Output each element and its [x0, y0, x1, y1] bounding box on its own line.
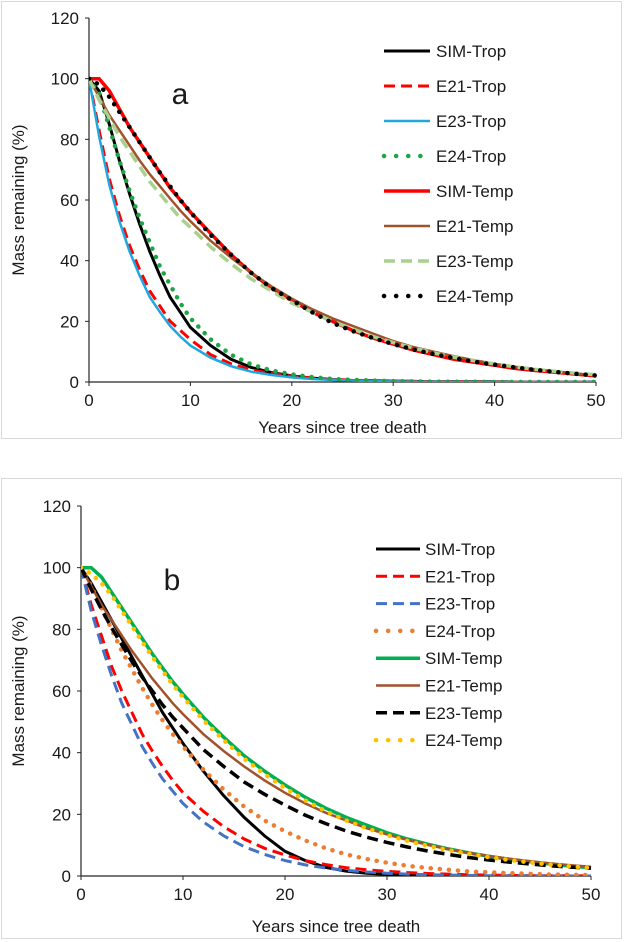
legend-label-sim-temp: SIM-Temp — [425, 649, 502, 668]
x-tick-label: 30 — [378, 885, 397, 904]
series-line-e21-trop — [89, 78, 596, 382]
x-tick-label: 20 — [276, 885, 295, 904]
y-tick-label: 40 — [52, 744, 71, 763]
x-tick-label: 40 — [485, 391, 504, 410]
y-tick-label: 80 — [52, 620, 71, 639]
y-tick-label: 80 — [60, 130, 79, 149]
legend-label-e23-trop: E23-Trop — [425, 595, 495, 614]
chart-b-svg: 0 20 40 60 80 100 120 0 10 20 30 40 50 Mass remaining… — [9, 497, 601, 936]
y-tick-label: 60 — [52, 682, 71, 701]
legend-label-e21-temp: E21-Temp — [436, 217, 513, 236]
y-tick-label: 60 — [60, 191, 79, 210]
x-axis-label: Years since tree death — [258, 418, 427, 437]
legend-label-e21-trop: E21-Trop — [436, 77, 506, 96]
y-tick-label: 20 — [60, 312, 79, 331]
x-tick-label: 0 — [76, 885, 85, 904]
chart-panel-a: 0 20 40 60 80 100 120 0 10 20 30 40 50 Mass remaining… — [1, 1, 622, 439]
legend-label-e23-trop: E23-Trop — [436, 112, 506, 131]
series-line-sim-temp — [81, 565, 592, 870]
x-tick-label: 10 — [181, 391, 200, 410]
legend-label-sim-temp: SIM-Temp — [436, 182, 513, 201]
legend-label-e24-temp: E24-Temp — [436, 287, 513, 306]
y-tick-label: 0 — [70, 373, 79, 392]
x-tick-label: 20 — [282, 391, 301, 410]
x-tick-label: 40 — [480, 885, 499, 904]
y-tick-label: 20 — [52, 805, 71, 824]
y-axis-label: Mass remaining (%) — [9, 615, 28, 766]
series-line-e21-temp — [89, 78, 597, 377]
series-line-sim-temp — [89, 76, 597, 378]
legend-label-sim-trop: SIM-Trop — [425, 540, 495, 559]
y-tick-label: 100 — [43, 559, 71, 578]
series-line-e24-trop — [89, 76, 599, 382]
series-line-e23-trop — [89, 78, 596, 382]
series-line-e24-temp — [81, 565, 594, 871]
series-line-e23-trop — [81, 567, 591, 876]
chart-a-svg: 0 20 40 60 80 100 120 0 10 20 30 40 50 Mass remaining… — [9, 9, 606, 437]
x-tick-label: 10 — [174, 885, 193, 904]
series-line-e23-temp — [81, 566, 592, 871]
y-tick-label: 100 — [51, 70, 79, 89]
legend-label-e24-temp: E24-Temp — [425, 731, 502, 750]
y-tick-label: 120 — [43, 497, 71, 516]
chart-panel-b: 0 20 40 60 80 100 120 0 10 20 30 40 50 Mass remaining… — [1, 478, 622, 939]
legend-label-e24-trop: E24-Trop — [425, 622, 495, 641]
y-axis-label: Mass remaining (%) — [9, 124, 28, 275]
x-axis-label: Years since tree death — [252, 917, 421, 936]
series-line-e21-trop — [81, 567, 592, 876]
legend-label-e21-temp: E21-Temp — [425, 677, 502, 696]
legend-label-e23-temp: E23-Temp — [425, 704, 502, 723]
series-line-e24-temp — [89, 76, 599, 378]
series-line-e23-temp — [89, 77, 597, 377]
panel-label: a — [172, 78, 189, 111]
x-tick-label: 50 — [582, 885, 601, 904]
series-line-sim-trop — [89, 77, 596, 382]
y-tick-label: 120 — [51, 9, 79, 28]
panel-label: b — [164, 564, 181, 597]
x-tick-label: 0 — [84, 391, 93, 410]
series-line-sim-trop — [81, 566, 591, 876]
x-tick-label: 30 — [384, 391, 403, 410]
x-tick-label: 50 — [587, 391, 606, 410]
legend-label-e24-trop: E24-Trop — [436, 147, 506, 166]
y-tick-label: 40 — [60, 252, 79, 271]
y-tick-label: 0 — [62, 867, 71, 886]
legend-label-e23-temp: E23-Temp — [436, 252, 513, 271]
series-line-e21-temp — [81, 567, 592, 869]
legend-label-sim-trop: SIM-Trop — [436, 42, 506, 61]
legend-label-e21-trop: E21-Trop — [425, 567, 495, 586]
